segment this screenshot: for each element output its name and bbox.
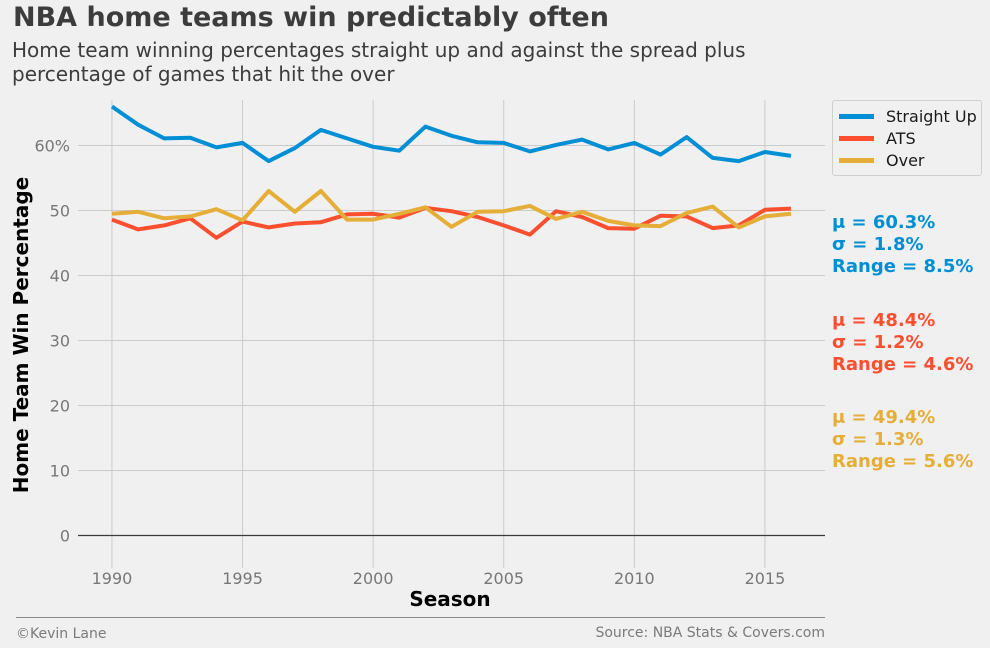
footer-source: Source: NBA Stats & Covers.com xyxy=(595,625,825,641)
legend-label-ats: ATS xyxy=(886,128,916,148)
chart-title: NBA home teams win predictably often xyxy=(13,2,609,33)
y-tick-label: 60% xyxy=(34,137,70,156)
y-tick-label: 20 xyxy=(50,397,70,416)
x-tick-label: 1995 xyxy=(222,569,263,588)
x-axis-label: Season xyxy=(409,587,490,611)
stats-ats: μ = 48.4% σ = 1.2% Range = 4.6% xyxy=(832,310,973,376)
y-axis-label: Home Team Win Percentage xyxy=(9,177,33,494)
series-line-over xyxy=(111,189,792,230)
stats-over: μ = 49.4% σ = 1.3% Range = 5.6% xyxy=(832,407,973,473)
x-tick-label: 2015 xyxy=(745,569,786,588)
stats-over-std: σ = 1.3% xyxy=(832,429,924,450)
y-tick-label: 40 xyxy=(50,267,70,286)
stats-straight-up-mean: μ = 60.3% xyxy=(832,212,936,233)
stats-straight-up: μ = 60.3% σ = 1.8% Range = 8.5% xyxy=(832,212,973,278)
stats-over-mean: μ = 49.4% xyxy=(832,407,936,428)
x-tick-label: 1990 xyxy=(92,569,133,588)
y-tick-label: 0 xyxy=(60,527,70,546)
x-tick-label: 2010 xyxy=(614,569,655,588)
stats-over-range: Range = 5.6% xyxy=(832,451,974,472)
y-tick-label: 30 xyxy=(50,332,70,351)
legend-item-ats: ATS xyxy=(839,127,916,149)
legend-swatch-ats xyxy=(839,135,874,141)
legend-item-over: Over xyxy=(839,149,924,171)
series-line-straight-up xyxy=(110,104,792,164)
stats-ats-mean: μ = 48.4% xyxy=(832,310,936,331)
stats-straight-up-std: σ = 1.8% xyxy=(832,234,924,255)
x-tick-label: 2005 xyxy=(483,569,524,588)
legend-swatch-over xyxy=(839,157,874,163)
legend-item-straight-up: Straight Up xyxy=(839,105,977,127)
stats-ats-range: Range = 4.6% xyxy=(832,354,974,375)
legend-label-straight-up: Straight Up xyxy=(886,106,977,126)
chart-subtitle: Home team winning percentages straight u… xyxy=(12,38,746,86)
stats-ats-std: σ = 1.2% xyxy=(832,332,924,353)
y-tick-label: 10 xyxy=(50,462,70,481)
legend-swatch-straight-up xyxy=(839,113,874,119)
legend: Straight Up ATS Over xyxy=(832,100,982,176)
footer-divider xyxy=(16,617,825,618)
footer-credit: ©Kevin Lane xyxy=(16,626,107,642)
y-tick-label: 50 xyxy=(50,202,70,221)
legend-label-over: Over xyxy=(886,150,925,170)
x-tick-label: 2000 xyxy=(353,569,394,588)
stats-straight-up-range: Range = 8.5% xyxy=(832,256,974,277)
